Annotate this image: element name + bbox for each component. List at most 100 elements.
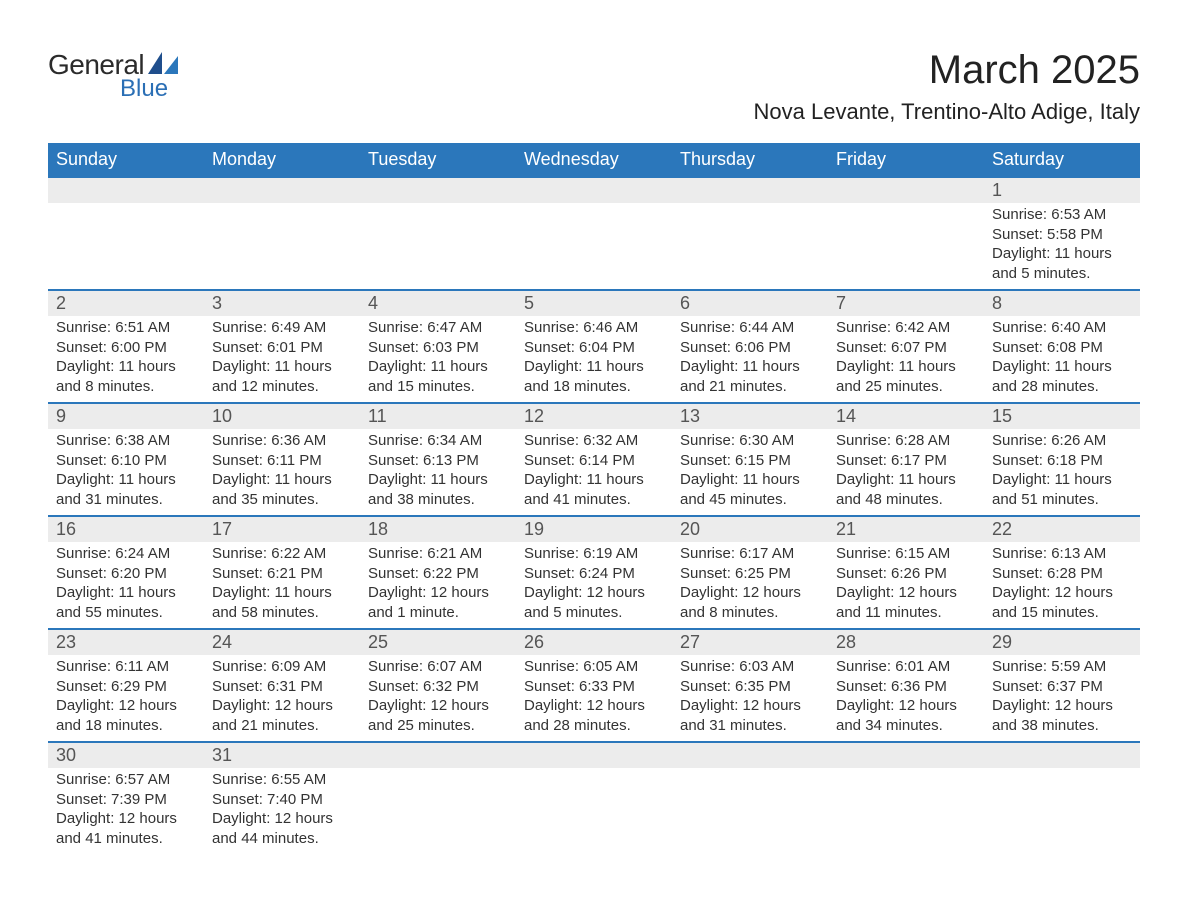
- detail-line-dl2: and 1 minute.: [368, 603, 508, 623]
- day-details: [204, 203, 360, 211]
- header: General Blue March 2025 Nova Levante, Tr…: [48, 48, 1140, 125]
- day-number: [48, 178, 204, 202]
- detail-cell: Sunrise: 6:42 AMSunset: 6:07 PMDaylight:…: [828, 316, 984, 403]
- detail-cell: Sunrise: 6:30 AMSunset: 6:15 PMDaylight:…: [672, 429, 828, 516]
- detail-cell: Sunrise: 6:19 AMSunset: 6:24 PMDaylight:…: [516, 542, 672, 629]
- detail-line-sr: Sunrise: 6:19 AM: [524, 544, 664, 564]
- day-cell: 21: [828, 516, 984, 542]
- day-number: 26: [516, 630, 672, 655]
- detail-line-sr: Sunrise: 6:11 AM: [56, 657, 196, 677]
- day-number: 23: [48, 630, 204, 655]
- detail-line-ss: Sunset: 6:36 PM: [836, 677, 976, 697]
- day-number: 12: [516, 404, 672, 429]
- day-cell: 17: [204, 516, 360, 542]
- weekday-header: Friday: [828, 143, 984, 177]
- detail-cell: Sunrise: 6:44 AMSunset: 6:06 PMDaylight:…: [672, 316, 828, 403]
- detail-line-dl1: Daylight: 12 hours: [524, 583, 664, 603]
- daynum-row: 16171819202122: [48, 516, 1140, 542]
- detail-cell: Sunrise: 6:28 AMSunset: 6:17 PMDaylight:…: [828, 429, 984, 516]
- detail-line-sr: Sunrise: 6:57 AM: [56, 770, 196, 790]
- detail-cell: Sunrise: 6:38 AMSunset: 6:10 PMDaylight:…: [48, 429, 204, 516]
- day-cell: 26: [516, 629, 672, 655]
- detail-cell: [360, 203, 516, 290]
- detail-line-dl2: and 45 minutes.: [680, 490, 820, 510]
- day-number: 25: [360, 630, 516, 655]
- day-cell: 9: [48, 403, 204, 429]
- daynum-row: 2345678: [48, 290, 1140, 316]
- detail-line-sr: Sunrise: 6:34 AM: [368, 431, 508, 451]
- day-number: 31: [204, 743, 360, 768]
- detail-cell: Sunrise: 6:51 AMSunset: 6:00 PMDaylight:…: [48, 316, 204, 403]
- day-details: Sunrise: 6:22 AMSunset: 6:21 PMDaylight:…: [204, 542, 360, 628]
- day-details: [516, 768, 672, 776]
- detail-cell: Sunrise: 6:34 AMSunset: 6:13 PMDaylight:…: [360, 429, 516, 516]
- detail-line-ss: Sunset: 6:18 PM: [992, 451, 1132, 471]
- detail-line-dl2: and 48 minutes.: [836, 490, 976, 510]
- detail-line-dl1: Daylight: 11 hours: [368, 470, 508, 490]
- detail-cell: Sunrise: 6:47 AMSunset: 6:03 PMDaylight:…: [360, 316, 516, 403]
- detail-row: Sunrise: 6:38 AMSunset: 6:10 PMDaylight:…: [48, 429, 1140, 516]
- detail-cell: Sunrise: 6:55 AMSunset: 7:40 PMDaylight:…: [204, 768, 360, 854]
- detail-cell: Sunrise: 6:22 AMSunset: 6:21 PMDaylight:…: [204, 542, 360, 629]
- day-details: Sunrise: 6:09 AMSunset: 6:31 PMDaylight:…: [204, 655, 360, 741]
- detail-line-dl1: Daylight: 12 hours: [368, 696, 508, 716]
- detail-line-sr: Sunrise: 6:46 AM: [524, 318, 664, 338]
- day-details: Sunrise: 6:28 AMSunset: 6:17 PMDaylight:…: [828, 429, 984, 515]
- day-number: 8: [984, 291, 1140, 316]
- detail-line-sr: Sunrise: 6:15 AM: [836, 544, 976, 564]
- detail-line-ss: Sunset: 6:07 PM: [836, 338, 976, 358]
- detail-line-dl2: and 28 minutes.: [992, 377, 1132, 397]
- detail-line-dl1: Daylight: 12 hours: [836, 696, 976, 716]
- detail-cell: Sunrise: 6:53 AMSunset: 5:58 PMDaylight:…: [984, 203, 1140, 290]
- detail-line-ss: Sunset: 6:10 PM: [56, 451, 196, 471]
- day-details: Sunrise: 5:59 AMSunset: 6:37 PMDaylight:…: [984, 655, 1140, 741]
- day-number: 13: [672, 404, 828, 429]
- day-number: [516, 743, 672, 767]
- detail-line-dl1: Daylight: 12 hours: [524, 696, 664, 716]
- day-number: [672, 743, 828, 767]
- detail-line-sr: Sunrise: 6:05 AM: [524, 657, 664, 677]
- day-details: Sunrise: 6:32 AMSunset: 6:14 PMDaylight:…: [516, 429, 672, 515]
- detail-cell: [516, 768, 672, 854]
- detail-line-sr: Sunrise: 6:44 AM: [680, 318, 820, 338]
- detail-line-dl2: and 18 minutes.: [56, 716, 196, 736]
- detail-line-ss: Sunset: 6:37 PM: [992, 677, 1132, 697]
- day-details: Sunrise: 6:01 AMSunset: 6:36 PMDaylight:…: [828, 655, 984, 741]
- day-details: [360, 203, 516, 211]
- detail-cell: Sunrise: 6:05 AMSunset: 6:33 PMDaylight:…: [516, 655, 672, 742]
- detail-cell: [984, 768, 1140, 854]
- day-cell: 8: [984, 290, 1140, 316]
- day-details: [828, 203, 984, 211]
- detail-line-sr: Sunrise: 6:13 AM: [992, 544, 1132, 564]
- day-cell: 25: [360, 629, 516, 655]
- day-number: 7: [828, 291, 984, 316]
- detail-line-dl2: and 51 minutes.: [992, 490, 1132, 510]
- detail-line-ss: Sunset: 7:39 PM: [56, 790, 196, 810]
- day-number: 28: [828, 630, 984, 655]
- detail-line-ss: Sunset: 6:22 PM: [368, 564, 508, 584]
- detail-line-dl2: and 25 minutes.: [836, 377, 976, 397]
- detail-line-dl2: and 5 minutes.: [992, 264, 1132, 284]
- calendar-table: SundayMondayTuesdayWednesdayThursdayFrid…: [48, 143, 1140, 854]
- detail-line-ss: Sunset: 6:15 PM: [680, 451, 820, 471]
- day-cell: [984, 742, 1140, 768]
- day-details: Sunrise: 6:44 AMSunset: 6:06 PMDaylight:…: [672, 316, 828, 402]
- detail-cell: Sunrise: 6:26 AMSunset: 6:18 PMDaylight:…: [984, 429, 1140, 516]
- detail-line-dl2: and 55 minutes.: [56, 603, 196, 623]
- month-title: March 2025: [754, 48, 1140, 93]
- detail-line-ss: Sunset: 7:40 PM: [212, 790, 352, 810]
- day-cell: 7: [828, 290, 984, 316]
- day-cell: 29: [984, 629, 1140, 655]
- detail-line-dl1: Daylight: 11 hours: [56, 583, 196, 603]
- day-details: [984, 768, 1140, 776]
- day-cell: 22: [984, 516, 1140, 542]
- detail-line-dl2: and 34 minutes.: [836, 716, 976, 736]
- detail-line-dl1: Daylight: 11 hours: [212, 470, 352, 490]
- detail-line-dl2: and 12 minutes.: [212, 377, 352, 397]
- day-number: 24: [204, 630, 360, 655]
- detail-cell: [516, 203, 672, 290]
- day-cell: 6: [672, 290, 828, 316]
- detail-line-dl2: and 15 minutes.: [992, 603, 1132, 623]
- detail-line-dl1: Daylight: 12 hours: [680, 583, 820, 603]
- detail-line-ss: Sunset: 6:20 PM: [56, 564, 196, 584]
